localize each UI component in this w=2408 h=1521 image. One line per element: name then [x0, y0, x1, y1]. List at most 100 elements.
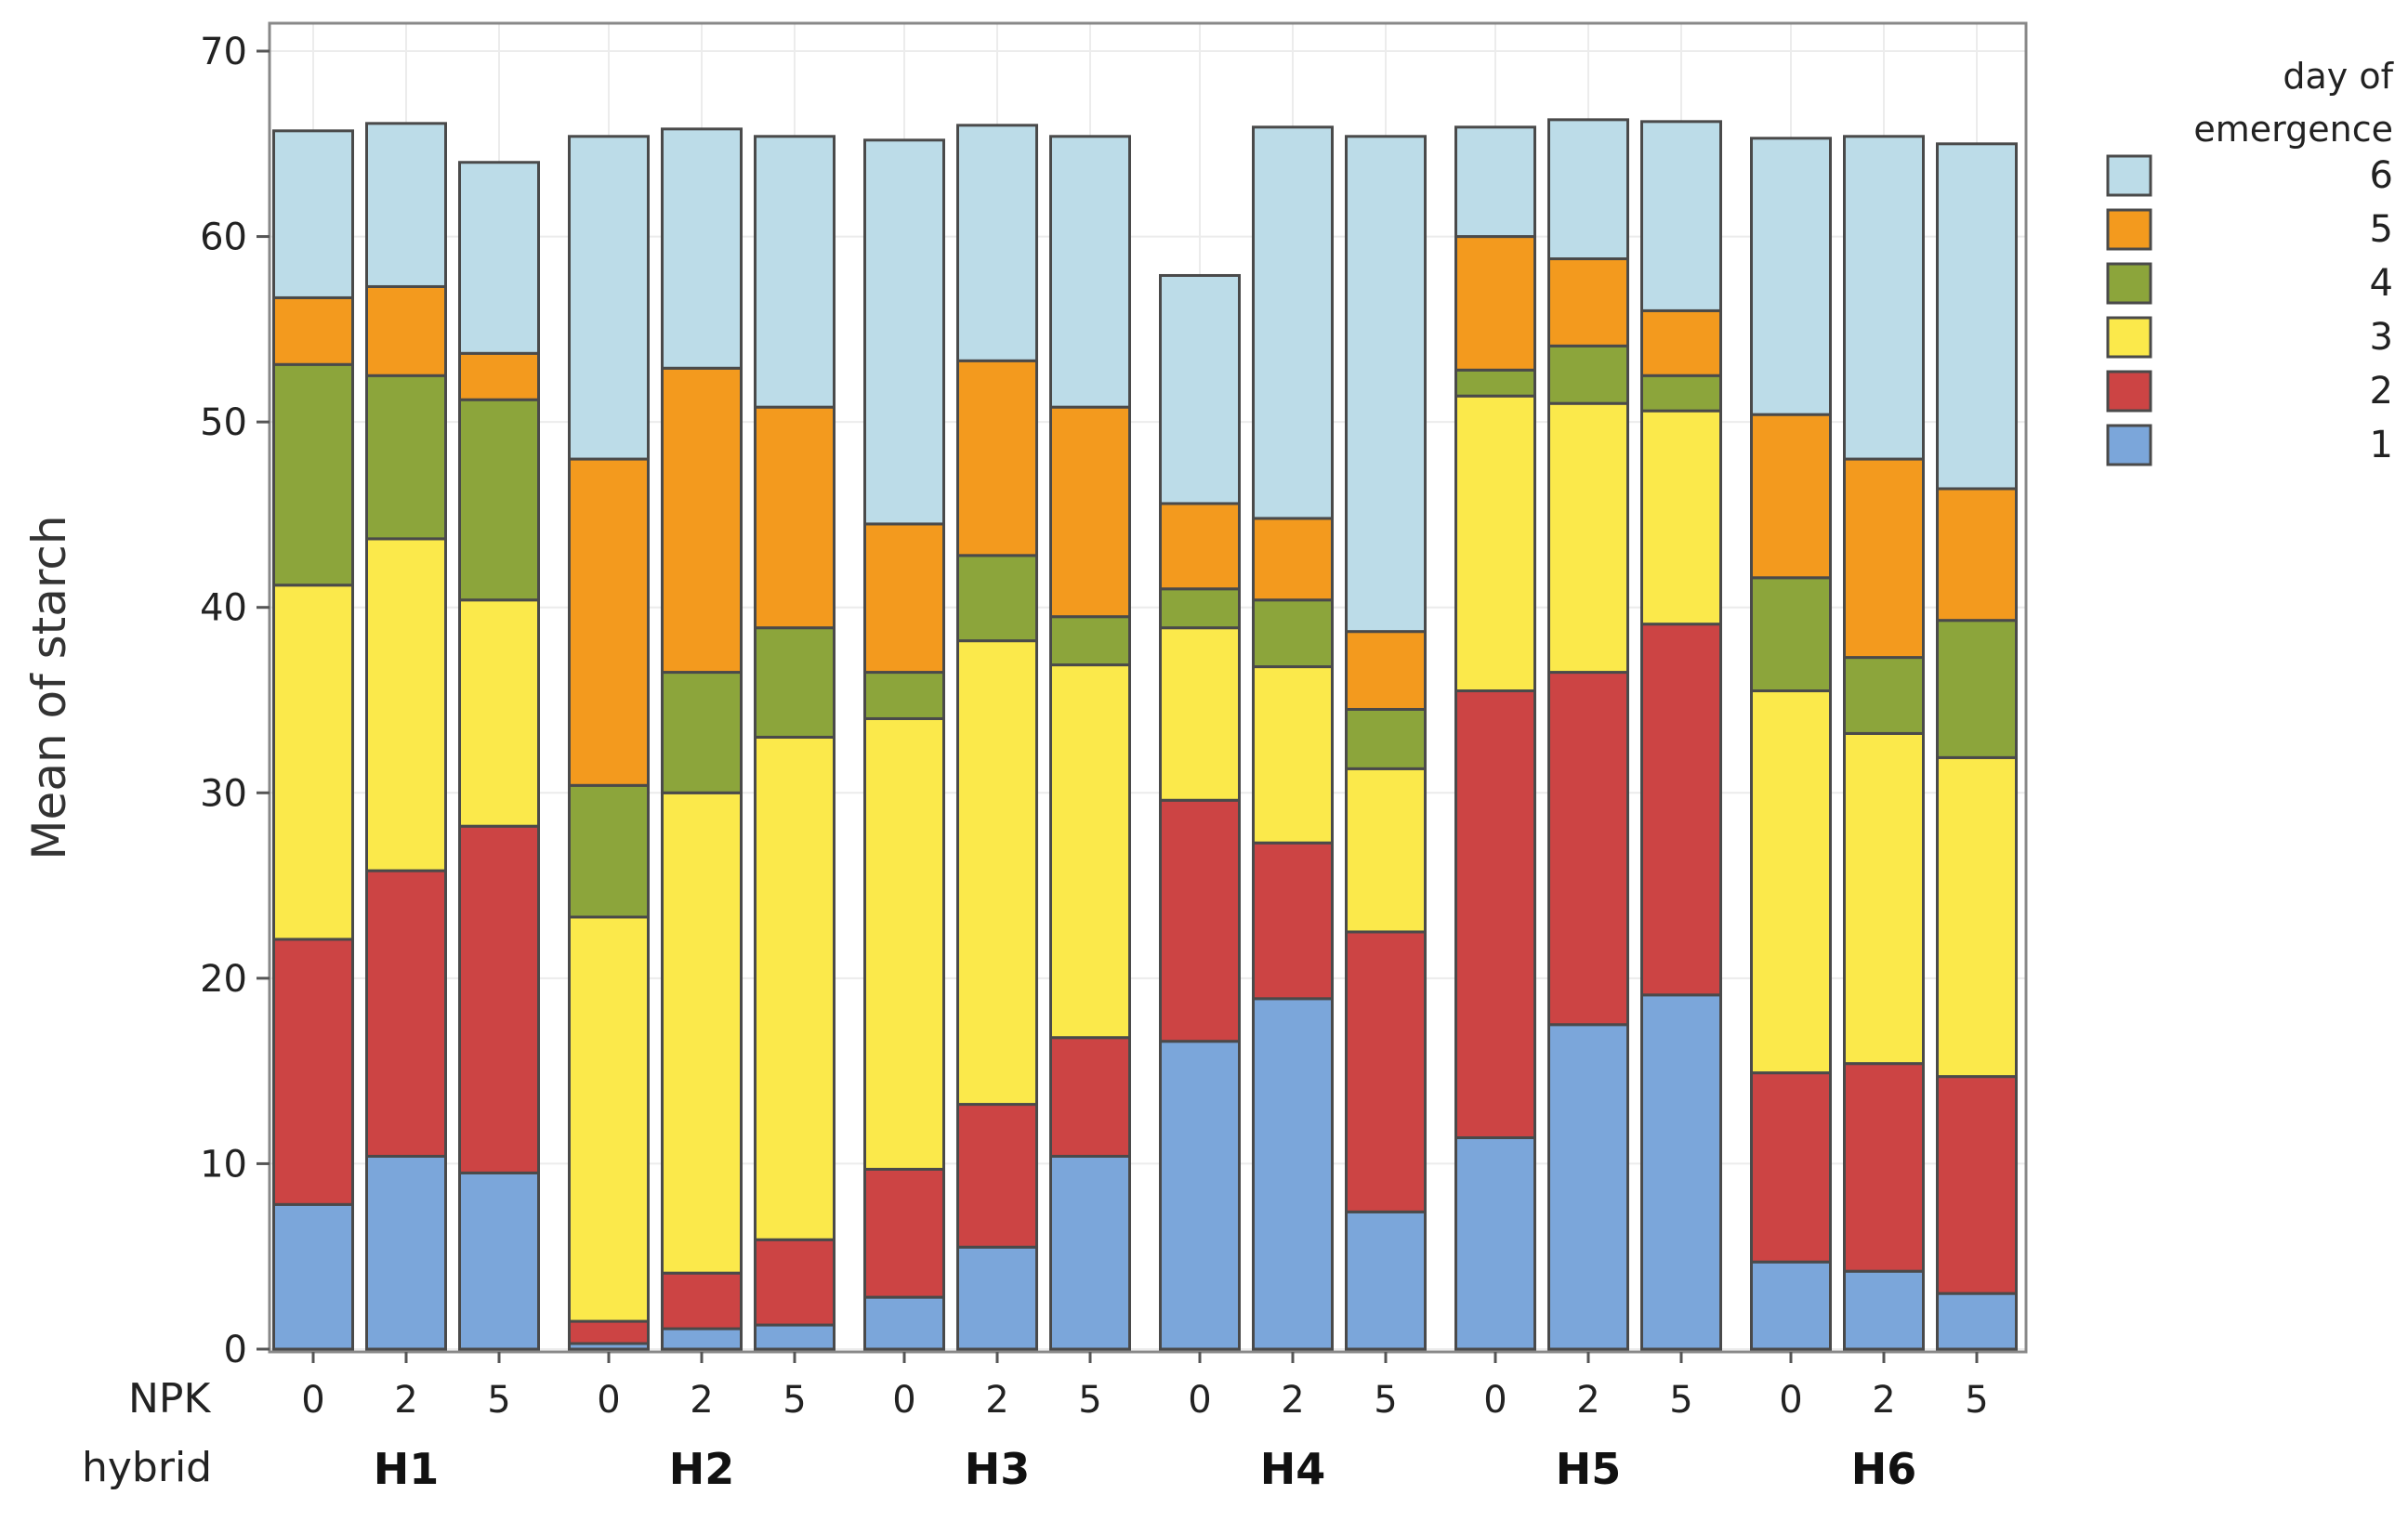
- bar-segment-H1-npk2-day6: [365, 122, 447, 288]
- bar-segment-H2-npk0-day2: [568, 1319, 650, 1345]
- bars: [272, 118, 2018, 1351]
- bar-segment-H5-npk0-day2: [1454, 689, 1536, 1139]
- bar-segment-H4-npk2-day5: [1252, 517, 1334, 602]
- bar-segment-H5-npk2-day2: [1547, 671, 1629, 1027]
- y-tick-label: 0: [224, 1329, 247, 1371]
- bar-segment-H5-npk2-day1: [1547, 1023, 1629, 1351]
- bar-segment-H3-npk5-day2: [1049, 1036, 1131, 1158]
- bar-segment-H1-npk5-day1: [458, 1171, 540, 1351]
- bar-segment-H2-npk5-day6: [754, 135, 836, 409]
- bar-segment-H6-npk5-day4: [1936, 619, 2018, 759]
- npk-tick-label: 5: [1669, 1379, 1692, 1422]
- legend-label-day6: 6: [2370, 154, 2393, 197]
- bar-segment-H1-npk5-day6: [458, 161, 540, 355]
- bar-segment-H5-npk0-day1: [1454, 1135, 1536, 1351]
- y-tick-label: 40: [200, 587, 247, 630]
- legend-label-day4: 4: [2370, 262, 2393, 305]
- hybrid-label-H5: H5: [1556, 1444, 1622, 1494]
- npk-tick-label: 0: [1779, 1379, 1802, 1422]
- bar-segment-H1-npk0-day3: [272, 583, 354, 941]
- legend-swatch-day1: [2106, 424, 2152, 466]
- bar-segment-H6-npk0-day5: [1750, 413, 1832, 580]
- bar-segment-H4-npk2-day6: [1252, 125, 1334, 520]
- bar-segment-H3-npk2-day5: [956, 359, 1038, 557]
- npk-row-label: NPK: [128, 1375, 211, 1423]
- bar-segment-H3-npk0-day4: [863, 671, 945, 720]
- bar-segment-H3-npk0-day2: [863, 1167, 945, 1299]
- bar-segment-H4-npk0-day2: [1159, 798, 1241, 1043]
- bar-segment-H3-npk0-day1: [863, 1295, 945, 1351]
- npk-tick-label: 2: [690, 1379, 713, 1422]
- bar-segment-H3-npk2-day2: [956, 1103, 1038, 1249]
- bar-segment-H3-npk2-day4: [956, 554, 1038, 643]
- bar-segment-H6-npk2-day5: [1843, 457, 1925, 660]
- npk-tick-label: 0: [892, 1379, 915, 1422]
- y-tick-label: 10: [200, 1143, 247, 1186]
- npk-tick-label: 2: [985, 1379, 1008, 1422]
- bar-segment-H6-npk0-day4: [1750, 576, 1832, 693]
- bar-segment-H1-npk0-day4: [272, 362, 354, 587]
- hybrid-label-H1: H1: [374, 1444, 440, 1494]
- npk-tick-label: 0: [301, 1379, 324, 1422]
- bar-segment-H3-npk5-day1: [1049, 1154, 1131, 1351]
- bar-segment-H3-npk5-day4: [1049, 615, 1131, 667]
- bar-segment-H1-npk2-day3: [365, 537, 447, 872]
- hybrid-label-H3: H3: [965, 1444, 1031, 1494]
- bar-segment-H4-npk2-day1: [1252, 997, 1334, 1351]
- legend-swatch-day3: [2106, 316, 2152, 359]
- bar-segment-H6-npk2-day3: [1843, 731, 1925, 1066]
- bar-segment-H3-npk5-day5: [1049, 405, 1131, 619]
- bar-segment-H3-npk2-day3: [956, 639, 1038, 1107]
- bar-segment-H1-npk5-day4: [458, 398, 540, 602]
- bar-segment-H1-npk0-day5: [272, 295, 354, 366]
- y-tick-label: 50: [200, 401, 247, 444]
- bar-segment-H6-npk0-day6: [1750, 137, 1832, 416]
- legend-title-line2: emergence: [2193, 109, 2393, 150]
- npk-tick-label: 0: [597, 1379, 620, 1422]
- bar-segment-H4-npk5-day2: [1345, 930, 1427, 1213]
- bar-segment-H5-npk2-day6: [1547, 118, 1629, 261]
- npk-tick-label: 5: [1965, 1379, 1988, 1422]
- bar-segment-H6-npk0-day1: [1750, 1260, 1832, 1351]
- bar-segment-H6-npk2-day2: [1843, 1062, 1925, 1273]
- bar-segment-H4-npk0-day3: [1159, 626, 1241, 802]
- legend: day of emergence 6 5 4 3 2 1: [2106, 56, 2395, 466]
- bar-segment-H5-npk0-day4: [1454, 368, 1536, 398]
- legend-label-day3: 3: [2370, 316, 2393, 359]
- legend-title-line1: day of: [2283, 56, 2394, 97]
- bar-segment-H6-npk5-day6: [1936, 142, 2018, 491]
- bar-segment-H4-npk2-day4: [1252, 598, 1334, 669]
- bar-segment-H4-npk5-day6: [1345, 135, 1427, 634]
- bar-segment-H1-npk5-day5: [458, 351, 540, 401]
- legend-label-day2: 2: [2370, 370, 2393, 413]
- bar-segment-H6-npk5-day2: [1936, 1075, 2018, 1295]
- npk-tick-label: 2: [1872, 1379, 1895, 1422]
- bar-segment-H2-npk0-day3: [568, 915, 650, 1323]
- bar-segment-H5-npk5-day6: [1640, 120, 1722, 312]
- bar-segment-H5-npk0-day5: [1454, 235, 1536, 372]
- bar-segment-H1-npk2-day5: [365, 284, 447, 377]
- bar-segment-H5-npk2-day4: [1547, 344, 1629, 405]
- bar-segment-H3-npk2-day6: [956, 124, 1038, 362]
- legend-swatch-day6: [2106, 154, 2152, 197]
- legend-label-day5: 5: [2370, 208, 2393, 251]
- bar-segment-H3-npk5-day6: [1049, 135, 1131, 409]
- bar-segment-H4-npk0-day1: [1159, 1040, 1241, 1351]
- y-tick-label: 30: [200, 772, 247, 815]
- bar-segment-H6-npk5-day3: [1936, 755, 2018, 1079]
- bar-segment-H4-npk0-day4: [1159, 587, 1241, 630]
- bar-segment-H4-npk5-day4: [1345, 707, 1427, 770]
- bar-segment-H5-npk5-day1: [1640, 993, 1722, 1351]
- y-tick-label: 70: [200, 31, 247, 73]
- bar-segment-H5-npk5-day2: [1640, 623, 1722, 997]
- npk-tick-label: 0: [1483, 1379, 1507, 1422]
- legend-label-day1: 1: [2370, 424, 2393, 466]
- npk-tick-label: 5: [1078, 1379, 1101, 1422]
- bar-segment-H2-npk2-day1: [661, 1327, 743, 1351]
- bar-segment-H6-npk0-day3: [1750, 689, 1832, 1075]
- bar-segment-H2-npk5-day2: [754, 1238, 836, 1327]
- x-axis: NPK hybrid 0 2 5 H1 0 2 5 H2 0 2 5 H3 0 2 5 H4 0 2 5 H5 0 2 5 H…: [82, 1352, 1989, 1494]
- bar-segment-H5-npk5-day3: [1640, 409, 1722, 626]
- bar-segment-H2-npk0-day4: [568, 783, 650, 919]
